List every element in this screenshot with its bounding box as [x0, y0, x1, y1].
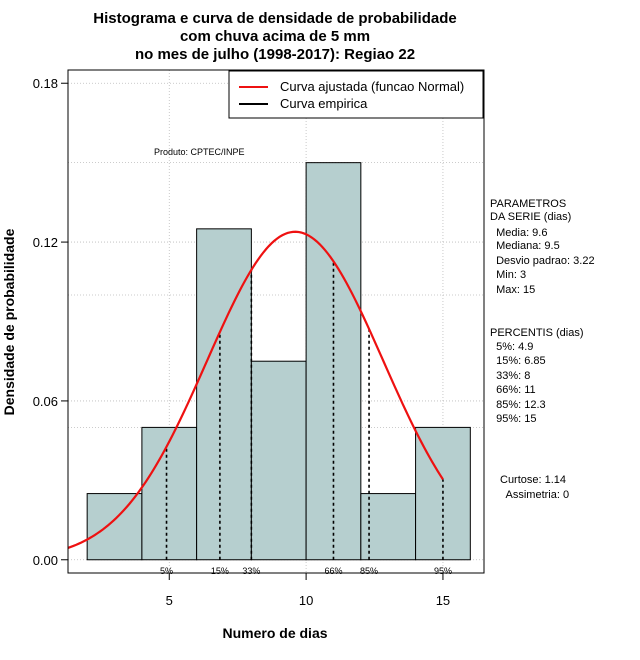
param-line: DA SERIE (dias) — [490, 211, 571, 223]
param-line: Max: 15 — [490, 284, 535, 296]
histogram-bar — [196, 228, 252, 561]
skewness-label: Assimetria: 0 — [500, 489, 569, 501]
x-tick-label: 15 — [436, 593, 450, 608]
param-line: PARAMETROS — [490, 198, 566, 210]
chart-title-line-2: com chuva acima de 5 mm — [180, 28, 370, 45]
axes: 5 10 15 0.00 0.06 0.12 0.18 — [33, 76, 450, 608]
kurtosis-label: Curtose: 1.14 — [500, 474, 566, 486]
percentile-line: 33%: 8 — [490, 370, 530, 382]
plot-border — [67, 69, 485, 574]
chart-title-line-3: no mes de julho (1998-2017): Regiao 22 — [135, 46, 415, 63]
percentile-line: PERCENTIS (dias) — [490, 327, 584, 339]
percentile-label: 33% — [242, 566, 260, 576]
x-tick-label: 10 — [299, 593, 313, 608]
x-tick-label: 5 — [166, 593, 173, 608]
fitted-normal-curve — [67, 230, 444, 549]
param-line: Media: 9.6 — [490, 227, 547, 239]
percentile-line: 15%: 6.85 — [490, 355, 546, 367]
y-tick-label: 0.18 — [33, 76, 58, 91]
legend: Curva ajustada (funcao Normal) Curva emp… — [228, 70, 484, 119]
legend-label-empirical-curve: Curva empirica — [280, 96, 368, 111]
series-parameters-panel: PARAMETROS DA SERIE (dias) Media: 9.6 Me… — [490, 198, 595, 296]
histogram-bar — [141, 426, 198, 561]
y-tick-label: 0.12 — [33, 235, 58, 250]
histogram-bars — [86, 162, 471, 561]
shape-stats-panel: Curtose: 1.14 Assimetria: 0 — [500, 474, 569, 501]
x-axis-title: Numero de dias — [222, 625, 327, 641]
histogram-bar — [250, 360, 307, 561]
percentile-label: 15% — [211, 566, 229, 576]
legend-label-fitted-curve: Curva ajustada (funcao Normal) — [280, 79, 464, 94]
percentile-line: 85%: 12.3 — [490, 399, 546, 411]
y-tick-label: 0.00 — [33, 553, 58, 568]
product-label: Produto: CPTEC/INPE — [154, 147, 245, 157]
percentile-label: 5% — [160, 566, 173, 576]
y-tick-label: 0.06 — [33, 394, 58, 409]
param-line: Min: 3 — [490, 269, 526, 281]
normal-curve — [67, 230, 444, 549]
y-axis-title: Densidade de probabilidade — [1, 228, 17, 415]
percentile-line: 95%: 15 — [490, 413, 536, 425]
legend-box — [228, 70, 484, 119]
percentile-label: 85% — [360, 566, 378, 576]
chart-title-line-1: Histograma e curva de densidade de proba… — [93, 10, 456, 27]
percentile-label: 95% — [434, 566, 452, 576]
percentile-line: 5%: 4.9 — [490, 341, 533, 353]
param-line: Desvio padrao: 3.22 — [490, 255, 595, 267]
percentiles-panel: PERCENTIS (dias) 5%: 4.9 15%: 6.85 33%: … — [490, 327, 584, 425]
percentile-label: 66% — [324, 566, 342, 576]
param-line: Mediana: 9.5 — [490, 240, 560, 252]
histogram-bar — [86, 493, 143, 561]
percentile-markers: 5% 15% 33% 66% 85% 95% — [160, 261, 452, 576]
percentile-line: 66%: 11 — [490, 384, 536, 396]
